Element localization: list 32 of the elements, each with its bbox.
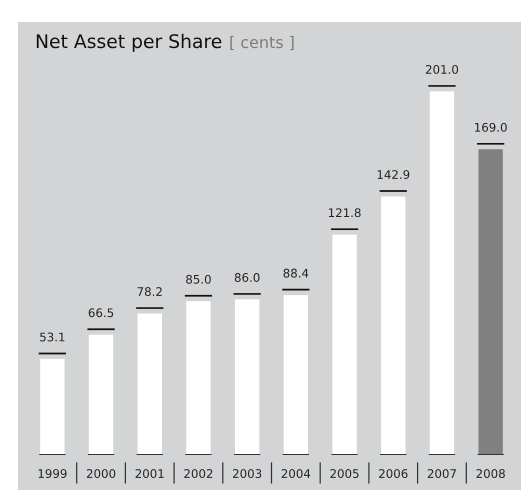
data-label: 86.0 bbox=[234, 273, 260, 282]
bar bbox=[284, 295, 308, 455]
bar bbox=[478, 149, 503, 455]
x-tick-label: 2002 bbox=[184, 469, 212, 478]
data-label: 53.1 bbox=[40, 332, 64, 342]
x-tick-label: 2006 bbox=[379, 469, 408, 478]
x-tick-label: 2004 bbox=[282, 469, 310, 478]
bar bbox=[40, 358, 65, 455]
data-label: 66.5 bbox=[88, 308, 114, 318]
bar bbox=[381, 196, 406, 455]
data-label: 85.0 bbox=[186, 274, 211, 284]
x-tick-label: 2001 bbox=[136, 469, 164, 478]
x-tick-label: 2003 bbox=[232, 469, 262, 478]
data-label: 121.8 bbox=[328, 208, 361, 218]
chart-title: Net Asset per Share bbox=[36, 34, 222, 52]
x-tick-label: 2005 bbox=[330, 469, 359, 478]
data-label: 88.4 bbox=[284, 268, 308, 278]
data-label: 78.2 bbox=[138, 287, 162, 296]
bar bbox=[138, 314, 162, 455]
x-tick-label: 2007 bbox=[428, 469, 456, 478]
data-label: 169.0 bbox=[475, 122, 507, 132]
bar bbox=[234, 299, 260, 455]
bar bbox=[430, 91, 454, 455]
x-tick-label: 1999 bbox=[38, 469, 67, 478]
x-tick-label: 2000 bbox=[86, 469, 116, 478]
x-tick-label: 2008 bbox=[476, 469, 505, 478]
chart-subtitle: [ cents ] bbox=[230, 36, 294, 50]
bar bbox=[332, 234, 357, 455]
bar bbox=[186, 301, 211, 455]
bar bbox=[88, 334, 114, 455]
data-label: 142.9 bbox=[378, 170, 410, 180]
data-label: 201.0 bbox=[426, 64, 458, 74]
